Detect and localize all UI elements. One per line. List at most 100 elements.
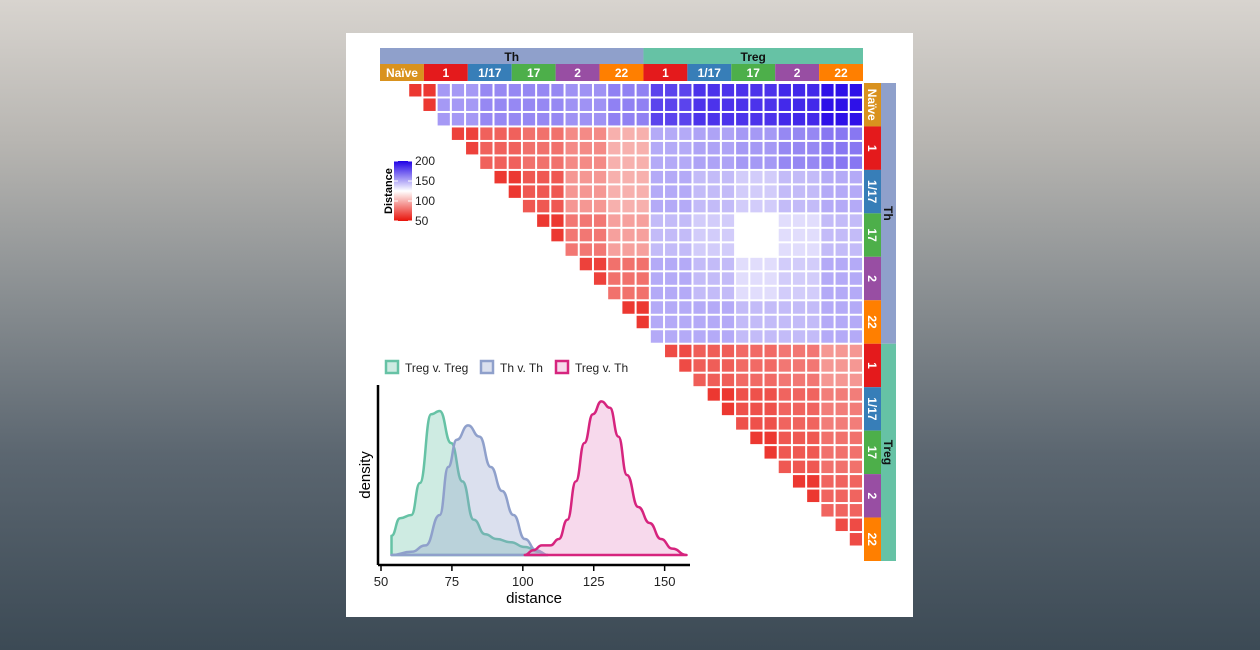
heatmap-cell	[778, 272, 791, 285]
heatmap-cell	[721, 84, 735, 97]
heatmap-cell	[622, 185, 635, 198]
heatmap-cell	[849, 112, 862, 126]
heatmap-cells	[409, 84, 862, 546]
heatmap-cell	[792, 286, 806, 300]
heatmap-cell	[764, 214, 777, 227]
heatmap-cell	[579, 185, 592, 198]
heatmap-cell	[608, 199, 621, 213]
heatmap-cell	[565, 98, 578, 111]
heatmap-cell	[636, 301, 649, 314]
heatmap-cell	[650, 185, 664, 198]
heatmap-cell	[821, 359, 834, 372]
heatmap-cell	[679, 272, 692, 285]
heatmap-cell	[650, 98, 664, 111]
top-group-label: Th	[504, 50, 519, 64]
right-subgroup-cell	[864, 387, 881, 431]
heatmap-cell	[522, 199, 536, 213]
density-series-treg-v-th	[523, 400, 688, 557]
heatmap-cell	[650, 141, 664, 155]
heatmap-cell	[551, 84, 564, 97]
heatmap-cell	[608, 286, 621, 300]
heatmap-cell	[721, 286, 735, 300]
heatmap-cell	[764, 112, 777, 126]
heatmap-cell	[792, 272, 806, 285]
heatmap-cell	[835, 475, 848, 488]
heatmap-cell	[565, 170, 578, 184]
heatmap-cell	[466, 127, 479, 140]
heatmap-cell	[707, 315, 720, 329]
heatmap-cell	[693, 127, 706, 140]
heatmap-cell	[835, 286, 848, 300]
legend-label: Th v. Th	[500, 361, 543, 375]
top-group-label: Treg	[741, 50, 766, 64]
density-legend: Treg v. Treg Th v. Th Treg v. Th	[384, 359, 628, 375]
heatmap-cell	[636, 286, 649, 300]
heatmap-cell	[593, 112, 607, 126]
heatmap-cell	[480, 112, 493, 126]
heatmap-top-group-bar: Th Treg	[380, 48, 863, 64]
heatmap-cell	[636, 141, 649, 155]
heatmap-cell	[721, 112, 735, 126]
heatmap-cell	[707, 272, 720, 285]
heatmap-cell	[665, 141, 678, 155]
right-subgroup-cell	[864, 256, 881, 301]
heatmap-cell	[849, 460, 862, 474]
heatmap-cell	[736, 344, 749, 358]
heatmap-cell	[849, 533, 862, 546]
heatmap-cell	[451, 127, 465, 140]
heatmap-cell	[849, 257, 862, 271]
heatmap-cell	[565, 127, 578, 140]
heatmap-cell	[835, 330, 848, 343]
heatmap-cell	[608, 214, 621, 227]
heatmap-cell	[849, 330, 862, 343]
top-subgroup-label: 1/17	[478, 66, 502, 80]
heatmap-cell	[508, 170, 521, 184]
heatmap-cell	[551, 98, 564, 111]
heatmap-cell	[679, 301, 692, 314]
heatmap-cell	[778, 199, 791, 213]
heatmap-cell	[494, 127, 507, 140]
heatmap-cell	[807, 431, 820, 445]
heatmap-cell	[736, 170, 749, 184]
heatmap-cell	[736, 112, 749, 126]
heatmap-cell	[608, 112, 621, 126]
heatmap-cell	[750, 359, 763, 372]
heatmap-cell	[721, 330, 735, 343]
heatmap-cell	[622, 141, 635, 155]
top-subgroup-label: Naïve	[386, 66, 418, 80]
heatmap-cell	[807, 417, 820, 430]
heatmap-cell	[764, 301, 777, 314]
heatmap-cell	[792, 199, 806, 213]
heatmap-cell	[636, 112, 649, 126]
top-subgroup-cell	[775, 64, 820, 81]
right-subgroup-label: 22	[865, 533, 879, 547]
right-subgroup-cell	[864, 83, 881, 127]
density-x-ticks: 50 75 100 125 150	[374, 565, 675, 589]
heatmap-cell	[636, 98, 649, 111]
right-subgroup-cell	[864, 169, 881, 214]
heatmap-cell	[665, 185, 678, 198]
heatmap-cell	[537, 156, 550, 169]
top-subgroup-cell	[467, 64, 512, 81]
top-subgroup-cell	[643, 64, 688, 81]
heatmap-cell	[764, 373, 777, 387]
heatmap-cell	[792, 98, 806, 111]
heatmap-cell	[679, 315, 692, 329]
heatmap-cell	[650, 199, 664, 213]
heatmap-cell	[707, 127, 720, 140]
heatmap-cell	[750, 228, 763, 242]
heatmap-cell	[466, 98, 479, 111]
heatmap-cell	[821, 504, 834, 517]
heatmap-cell	[778, 446, 791, 459]
right-subgroup-cell	[864, 343, 881, 388]
heatmap-cell	[807, 446, 820, 459]
heatmap-cell	[679, 359, 692, 372]
heatmap-cell	[835, 170, 848, 184]
heatmap-cell	[593, 199, 607, 213]
heatmap-cell	[693, 214, 706, 227]
heatmap-cell	[494, 112, 507, 126]
heatmap-cell	[792, 141, 806, 155]
heatmap-cell	[764, 228, 777, 242]
heatmap-cell	[650, 286, 664, 300]
right-subgroup-cell	[864, 474, 881, 518]
